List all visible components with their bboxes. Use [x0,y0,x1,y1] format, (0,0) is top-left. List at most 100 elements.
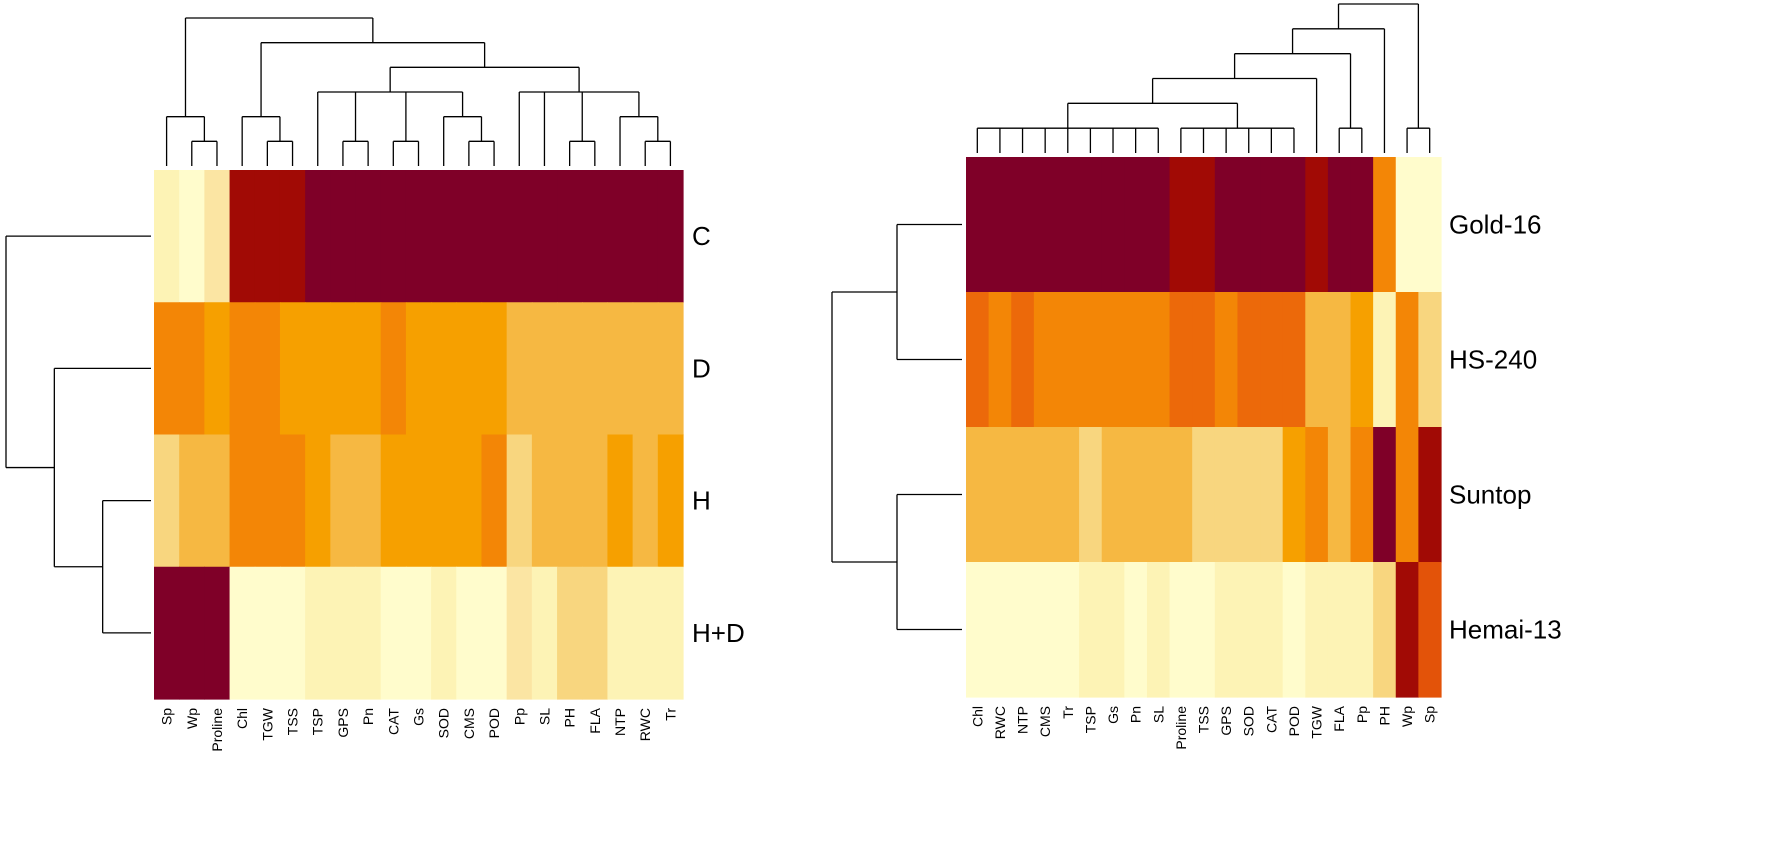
heatmap-cell [330,566,357,700]
column-label: SOD [1241,706,1257,736]
heatmap-cell [1214,292,1239,428]
column-label: TSS [1196,706,1212,733]
column-label: Gs [1105,706,1121,724]
heatmap-cell [557,566,583,700]
heatmap-cell [1192,427,1216,563]
column-label: RWC [637,708,653,741]
column-label: Pp [1354,706,1370,723]
heatmap-cell [1033,562,1058,698]
row-label: H [692,486,711,516]
heatmap-cell [1350,157,1374,293]
heatmap-cell [204,566,231,700]
heatmap-cell [380,434,407,568]
column-dendrogram [976,3,1431,153]
column-label: Wp [1399,706,1415,727]
column-label: Tr [1060,706,1076,719]
heatmap-cell [431,170,457,303]
heatmap-panel-treatments: C D H H+D Sp Wp Proline Chl TGW TSS TSP GPS Pn CAT Gs… [5,17,745,752]
heatmap-cell [254,302,281,436]
heatmap-cell [582,566,609,700]
heatmap-cell [1327,157,1352,293]
column-label: Wp [184,708,200,729]
heatmap-cell [1282,157,1306,293]
heatmap-cell [582,302,609,436]
heatmap-cell [1079,427,1103,563]
column-label: Proline [1173,706,1189,750]
heatmap-cell [1146,157,1171,293]
heatmap-cell [279,302,306,436]
heatmap-cell [355,434,382,568]
row-labels: C D H H+D [692,221,745,648]
heatmap-cell [657,434,684,568]
heatmap-cell [1011,562,1035,698]
heatmap-cell [179,302,205,436]
heatmap-cell [1101,157,1125,293]
heatmap-cell [1214,157,1239,293]
row-label: D [692,353,711,383]
heatmap-cell [1237,562,1261,698]
column-label: CMS [461,708,477,739]
column-label: GPS [335,708,351,738]
heatmap-cell [506,302,533,436]
column-label: FLA [1331,705,1347,731]
heatmap-cell [405,170,432,303]
heatmap-cell [305,302,331,436]
heatmap-cell [481,302,508,436]
column-label: TGW [259,707,275,740]
heatmap-cell [607,302,634,436]
column-labels: Chl RWC NTP CMS Tr TSP Gs Pn SL Proline TSS GPS SOD C… [969,705,1437,749]
heatmap-cell [1373,157,1397,293]
heatmap-cell [204,170,231,303]
heatmap-cell [557,434,583,568]
heatmap-cell [531,434,558,568]
heatmap-cell [1373,292,1397,428]
heatmap-cell [1033,427,1058,563]
heatmap-cell [305,566,331,700]
heatmap-cell [1192,157,1216,293]
heatmap-cell [966,562,990,698]
heatmap-cell [179,434,205,568]
heatmap-panel-cultivars: Gold-16 HS-240 Suntop Hemai-13 Chl RWC NTP CMS… [831,3,1562,750]
heatmap-cell [1237,292,1261,428]
heatmap-cell [154,566,180,700]
column-label: Tr [662,708,678,721]
heatmap-cell [531,170,558,303]
heatmap-cell [204,302,231,436]
heatmap-cell [1169,427,1193,563]
heatmap-cell [1418,157,1442,293]
heatmap-cell [179,170,205,303]
heatmap-cell [1124,157,1148,293]
column-label: CAT [385,708,401,735]
heatmap-cell [966,157,990,293]
heatmap-cell [1260,562,1284,698]
heatmap-cell [988,292,1012,428]
heatmap-cell [1350,292,1374,428]
column-label: POD [486,708,502,738]
heatmap-cell [405,566,432,700]
column-label: PH [562,708,578,727]
heatmap-cell [1011,157,1035,293]
heatmap-cell [1260,157,1284,293]
column-dendrogram [165,17,672,166]
heatmap-cell [380,566,407,700]
heatmap-cell [657,302,684,436]
row-dendrogram [831,223,962,631]
heatmap-cell [531,302,558,436]
heatmap-cell [1079,292,1103,428]
heatmap-cell [1101,562,1125,698]
column-label: Proline [209,708,225,752]
heatmap-cell [1373,562,1397,698]
heatmap-cells [154,170,684,700]
column-label: TSP [310,708,326,735]
heatmap-cell [966,292,990,428]
heatmap-cell [607,434,634,568]
column-label: NTP [612,708,628,736]
heatmap-cell [456,170,483,303]
heatmap-cell [1079,157,1103,293]
heatmap-cell [988,427,1012,563]
heatmap-cell [1327,292,1352,428]
heatmap-cell [1169,292,1193,428]
column-label: CAT [1263,706,1279,733]
heatmap-cell [557,302,583,436]
